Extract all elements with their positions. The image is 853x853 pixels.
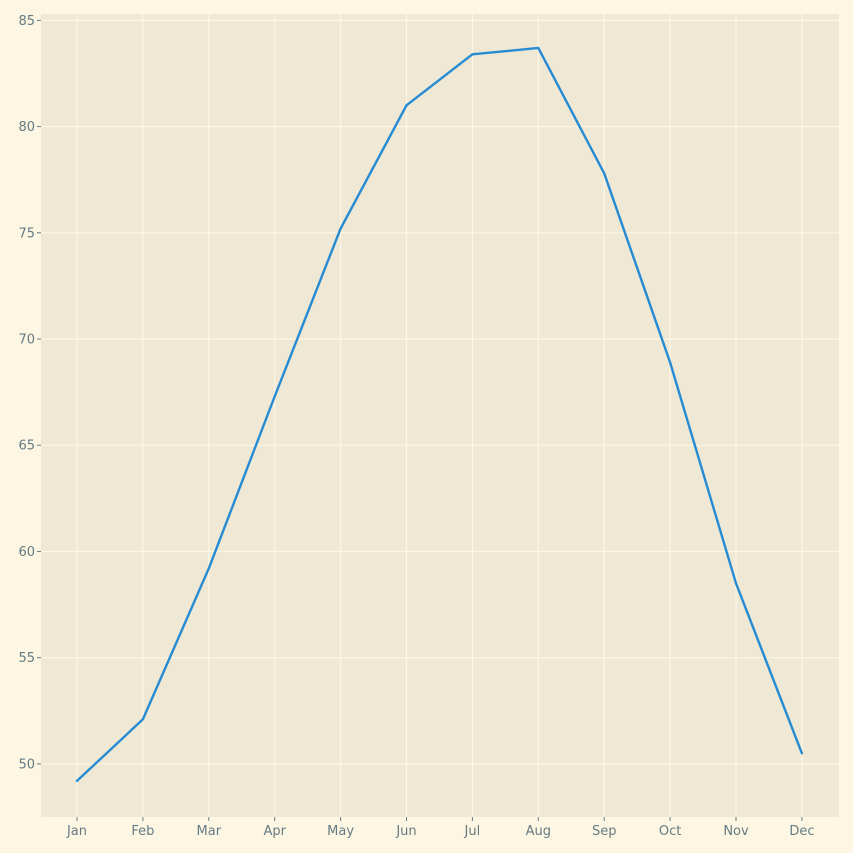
x-tick-label: Feb [131, 824, 154, 839]
x-tick-label: Apr [263, 824, 286, 839]
x-tick-label: Jun [395, 824, 416, 839]
x-tick-label: Jul [464, 824, 481, 839]
x-gridlines [76, 14, 803, 817]
y-tick-label: 85 [18, 14, 35, 29]
y-tick-label: 75 [18, 226, 35, 241]
plot-area [41, 14, 839, 817]
x-tick-label: Dec [789, 824, 814, 839]
y-gridlines [41, 19, 839, 765]
x-tick-label: Aug [526, 824, 551, 839]
y-tick-label: 70 [18, 333, 35, 348]
x-tick-label: Oct [659, 824, 681, 839]
x-tick-label: May [327, 824, 354, 839]
series-line [75, 46, 804, 783]
series-layer [75, 46, 804, 783]
y-tick-label: 55 [18, 651, 35, 666]
x-tick-label: Jan [66, 824, 87, 839]
y-tick-label: 80 [18, 120, 35, 135]
x-axis-ticks: Jan Feb Mar Apr May Jun Jul Aug Sep Oct Nov Dec [66, 817, 814, 839]
x-tick-label: Nov [723, 824, 749, 839]
x-tick-label: Mar [197, 824, 222, 839]
y-tick-label: 65 [18, 439, 35, 454]
y-tick-label: 60 [18, 545, 35, 560]
y-axis-ticks: 50 55 60 65 70 75 80 85 [18, 14, 41, 772]
x-tick-label: Sep [592, 824, 617, 839]
y-tick-label: 50 [18, 757, 35, 772]
